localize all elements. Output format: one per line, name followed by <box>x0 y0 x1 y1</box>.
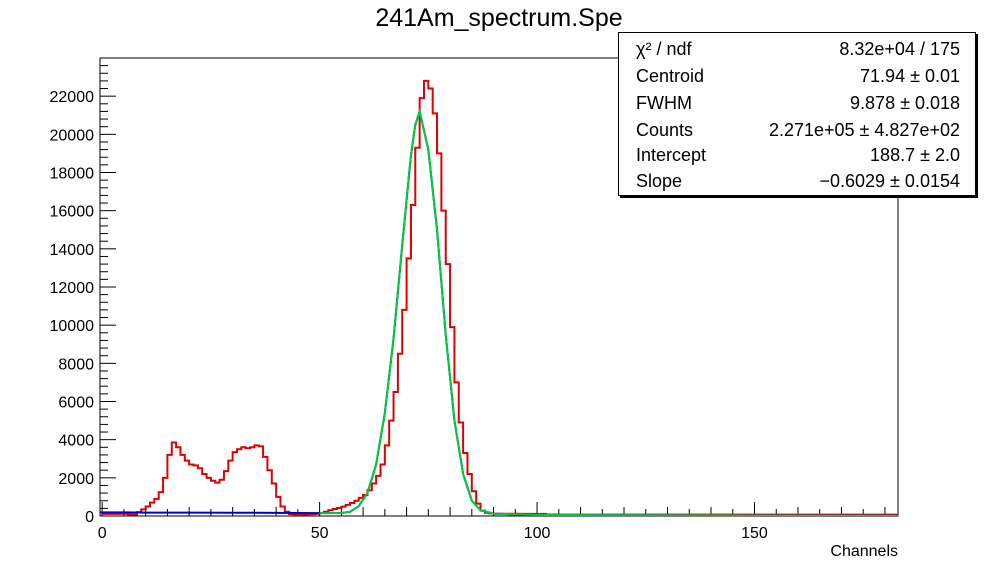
stats-row-slope: Slope −0.6029 ± 0.0154 <box>619 171 975 197</box>
chart-title: 241Am_spectrum.Spe <box>375 4 623 32</box>
x-axis-label: Channels <box>830 543 898 560</box>
series-2-line <box>319 107 898 516</box>
stats-value: 2.271e+05 ± 4.827e+02 <box>768 120 960 140</box>
y-tick-label: 6000 <box>58 395 94 412</box>
y-tick-label: 16000 <box>50 204 95 221</box>
stats-key: χ² / ndf <box>636 39 692 59</box>
stats-value: −0.6029 ± 0.0154 <box>819 171 960 191</box>
y-tick-label: 0 <box>85 509 94 526</box>
stats-value: 188.7 ± 2.0 <box>870 145 960 165</box>
stats-value: 71.94 ± 0.01 <box>860 66 960 86</box>
stats-box: χ² / ndf 8.32e+04 / 175 Centroid 71.94 ±… <box>618 32 976 196</box>
y-tick-label: 20000 <box>50 127 95 144</box>
stats-value: 9.878 ± 0.018 <box>850 93 960 113</box>
stats-row-counts: Counts 2.271e+05 ± 4.827e+02 <box>619 120 975 146</box>
y-tick-label: 18000 <box>50 166 95 183</box>
y-tick-label: 4000 <box>58 433 94 450</box>
stats-row-fwhm: FWHM 9.878 ± 0.018 <box>619 93 975 119</box>
y-tick-label: 2000 <box>58 471 94 488</box>
stats-row-intercept: Intercept 188.7 ± 2.0 <box>619 145 975 171</box>
stats-key: Intercept <box>636 145 707 165</box>
y-tick-label: 10000 <box>50 318 95 335</box>
stats-row-centroid: Centroid 71.94 ± 0.01 <box>619 66 975 92</box>
x-tick-label: 100 <box>524 525 551 542</box>
stats-row-chi2: χ² / ndf 8.32e+04 / 175 <box>619 39 975 65</box>
y-tick-label: 8000 <box>58 356 94 373</box>
y-tick-label: 14000 <box>50 242 95 259</box>
stats-key: Counts <box>636 120 694 140</box>
x-tick-label: 150 <box>741 525 768 542</box>
stats-key: Slope <box>636 171 683 191</box>
x-tick-label: 0 <box>98 525 107 542</box>
stats-value: 8.32e+04 / 175 <box>839 39 960 59</box>
stats-key: FWHM <box>636 93 692 113</box>
y-tick-label: 12000 <box>50 280 95 297</box>
stats-key: Centroid <box>636 66 705 86</box>
x-tick-label: 50 <box>311 525 329 542</box>
y-tick-label: 22000 <box>50 89 95 106</box>
